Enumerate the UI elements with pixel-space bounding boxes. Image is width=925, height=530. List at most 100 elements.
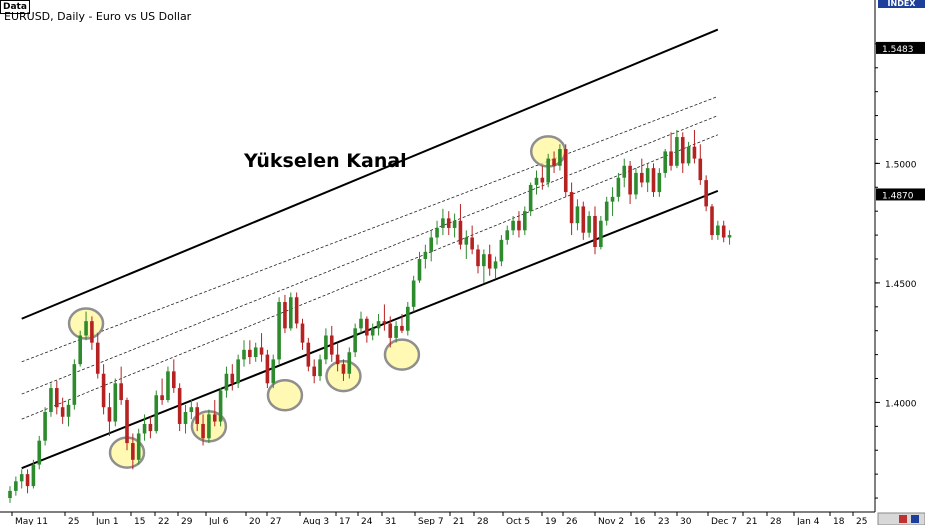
x-tick-label: May 11 xyxy=(15,517,48,525)
candle-body xyxy=(84,321,88,336)
candle-body xyxy=(365,318,369,336)
candle-body xyxy=(8,490,12,499)
candle-body xyxy=(259,347,264,355)
candle-body xyxy=(446,218,451,228)
touch-point-highlight xyxy=(383,338,421,371)
inner-dashed-line xyxy=(21,96,718,363)
x-tick-label: Aug 3 xyxy=(303,517,329,525)
candle-body xyxy=(552,158,556,166)
candle-body xyxy=(563,149,568,193)
chart-title: EURUSD, Daily - Euro vs US Dollar xyxy=(4,10,192,23)
candle-body xyxy=(148,423,153,432)
candle-body xyxy=(335,354,340,365)
candle-body xyxy=(14,481,18,491)
candle-body xyxy=(95,342,100,374)
candle-body xyxy=(218,390,223,422)
x-tick-label: 23 xyxy=(658,517,669,525)
candle-body xyxy=(236,359,240,384)
candle-body xyxy=(160,395,164,401)
x-tick-label: Jan 4 xyxy=(796,517,820,525)
zoom-controls[interactable] xyxy=(877,512,925,526)
candle-body xyxy=(458,220,463,245)
candle-body xyxy=(294,297,299,324)
candle-body xyxy=(189,407,194,412)
x-tick-label: 31 xyxy=(385,517,396,525)
candle-body xyxy=(604,201,609,221)
candle-body xyxy=(423,251,428,259)
candle-body xyxy=(593,215,597,248)
x-tick-label: 27 xyxy=(270,517,281,525)
candle-body xyxy=(558,149,562,166)
candle-body xyxy=(177,388,182,424)
candle-body xyxy=(651,168,656,193)
candle-body xyxy=(90,321,94,343)
candle-body xyxy=(575,206,580,224)
candle-body xyxy=(353,328,357,353)
candle-body xyxy=(394,325,398,338)
candle-body xyxy=(119,383,123,401)
candle-body xyxy=(376,321,381,329)
candle-body xyxy=(435,227,439,238)
x-tick-label: 24 xyxy=(361,517,373,525)
x-tick-label: 21 xyxy=(746,517,757,525)
x-tick-label: 26 xyxy=(566,517,578,525)
candle-body xyxy=(499,239,504,262)
index-tag[interactable]: INDEX xyxy=(878,0,925,8)
candle-body xyxy=(43,411,47,441)
candle-body xyxy=(511,220,515,231)
candle-body xyxy=(131,443,135,460)
candle-body xyxy=(66,404,71,417)
candle-body xyxy=(55,388,59,408)
candle-body xyxy=(370,328,375,336)
candle-body xyxy=(476,249,480,267)
channel-annotation: Yükselen Kanal xyxy=(244,150,407,172)
candle-body xyxy=(166,371,170,401)
candle-body xyxy=(569,192,574,224)
candle-body xyxy=(37,440,42,465)
candle-body xyxy=(616,177,621,197)
x-tick-label: Sep 7 xyxy=(418,517,444,525)
zoom-out-icon[interactable] xyxy=(899,515,907,523)
candle-body xyxy=(400,325,404,331)
candle-body xyxy=(25,474,30,487)
x-tick-label: Jul 6 xyxy=(208,517,229,525)
x-tick-label: Jun 1 xyxy=(95,517,119,525)
price-label: 1.5483 xyxy=(882,45,914,55)
candle-body xyxy=(359,318,363,329)
candle-body xyxy=(201,423,205,439)
candle-body xyxy=(669,151,673,166)
candle-body xyxy=(265,354,270,384)
price-label-box xyxy=(876,188,925,201)
candle-body xyxy=(277,302,281,360)
x-tick-label: 29 xyxy=(181,517,193,525)
touch-point-highlight xyxy=(266,379,304,412)
x-tick-label: Dec 7 xyxy=(711,517,737,525)
candle-body xyxy=(464,237,469,245)
candle-body xyxy=(329,335,334,355)
data-tag: Data xyxy=(0,0,30,14)
price-label: 1.4870 xyxy=(882,191,914,201)
candle-body xyxy=(581,206,586,233)
candle-body xyxy=(528,184,533,212)
candle-body xyxy=(680,137,685,164)
candle-body xyxy=(212,414,217,422)
candle-body xyxy=(675,137,679,166)
candle-body xyxy=(546,158,550,183)
candle-body xyxy=(154,395,159,432)
candle-body xyxy=(312,366,316,377)
candle-body xyxy=(289,297,293,329)
candle-body xyxy=(441,218,445,228)
candle-body xyxy=(230,373,235,384)
zoom-in-icon[interactable] xyxy=(911,515,919,523)
candle-body xyxy=(248,349,252,358)
candle-body xyxy=(721,225,726,238)
candle-body xyxy=(587,215,591,233)
candle-body xyxy=(125,400,129,444)
candle-body xyxy=(657,172,662,193)
x-tick-label: 19 xyxy=(545,517,557,525)
candle-body xyxy=(417,259,422,281)
candle-body xyxy=(727,235,732,238)
candle-body xyxy=(136,433,141,460)
candle-body xyxy=(382,321,387,324)
